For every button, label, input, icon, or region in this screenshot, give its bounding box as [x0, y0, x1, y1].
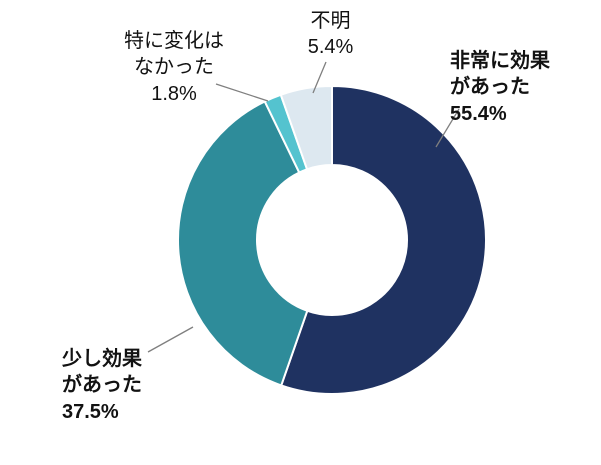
leader-line-no-change [215, 83, 269, 102]
leader-line-very-effective [435, 108, 460, 148]
leader-line-unknown [312, 61, 327, 94]
slice-label-somewhat-effective: 少し効果 があった 37.5% [62, 348, 142, 423]
slice-label-no-change: 特に変化は なかった 1.8% [124, 30, 224, 105]
donut-slice-unknown [279, 85, 333, 171]
leader-line-somewhat-effective [147, 326, 194, 353]
slice-label-unknown: 不明 5.4% [307, 10, 354, 59]
donut-slices [177, 85, 487, 395]
slice-label-very-effective: 非常に効果 があった 55.4% [450, 50, 550, 125]
donut-slice-somewhat-effective [177, 100, 309, 387]
